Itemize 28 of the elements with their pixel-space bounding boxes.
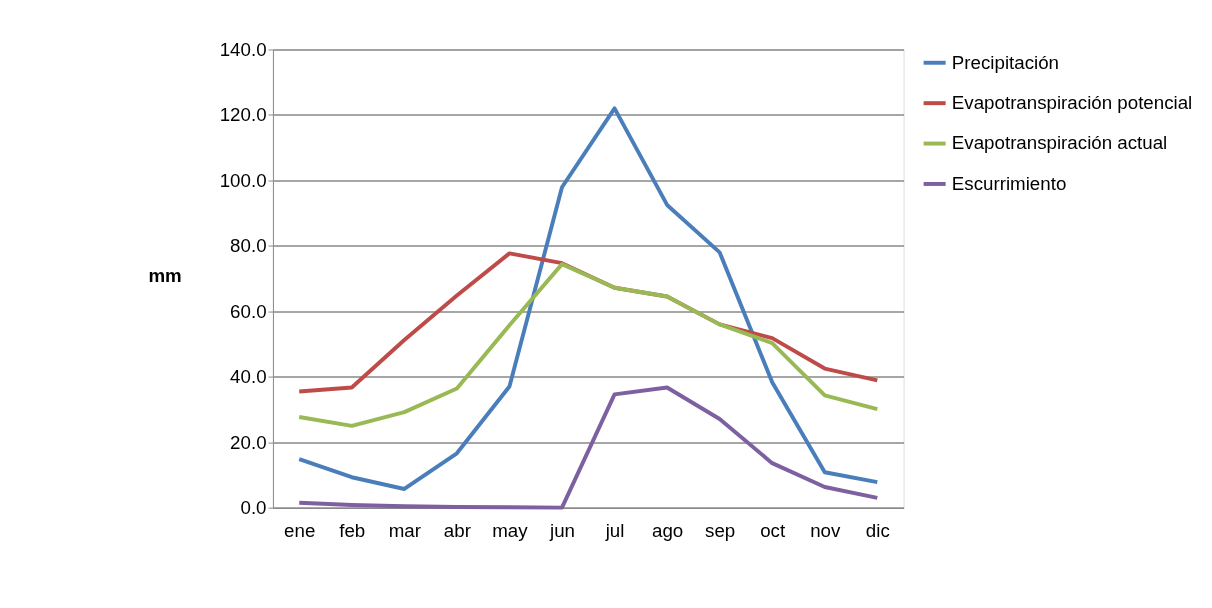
x-tick-label: oct	[760, 519, 786, 541]
y-tick-label: 140.0	[219, 38, 267, 60]
x-tick-label: ago	[651, 519, 684, 541]
y-tick-label: 40.0	[230, 366, 267, 388]
legend-label: Escurrimiento	[951, 172, 1067, 194]
x-tick-label: may	[492, 519, 529, 541]
y-tick-label: 0.0	[240, 497, 267, 519]
line-series	[297, 385, 880, 510]
legend-label: Evapotranspiración potencial	[951, 92, 1193, 114]
y-tick-label: 60.0	[230, 300, 267, 322]
y-tick-label: 20.0	[230, 431, 267, 453]
x-tick-label: mar	[388, 519, 421, 541]
y-tick-label: 80.0	[230, 235, 267, 257]
y-axis-title: mm	[148, 265, 182, 287]
line-series	[297, 262, 880, 428]
x-tick-label: jul	[604, 519, 625, 541]
legend-label: Evapotranspiración actual	[951, 132, 1168, 154]
line-series	[297, 106, 880, 491]
x-tick-label: feb	[339, 519, 366, 541]
legend-label: Precipitación	[951, 51, 1060, 73]
y-tick-label: 120.0	[219, 104, 267, 126]
x-tick-label: nov	[810, 519, 841, 541]
x-tick-label: dic	[865, 519, 890, 541]
x-tick-label: abr	[443, 519, 471, 541]
y-tick-label: 100.0	[219, 169, 267, 191]
x-tick-label: sep	[705, 519, 736, 541]
x-tick-label: jun	[548, 519, 575, 541]
x-tick-label: ene	[284, 519, 316, 541]
